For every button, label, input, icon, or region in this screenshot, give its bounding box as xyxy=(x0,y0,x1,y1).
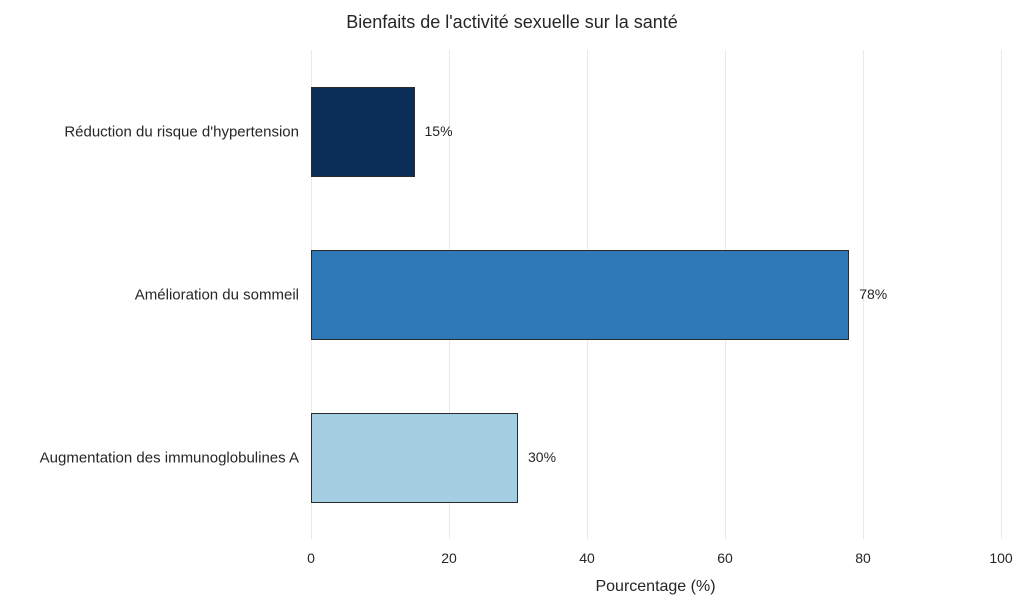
x-tick-label: 100 xyxy=(989,550,1012,566)
x-tick-label: 20 xyxy=(441,550,457,566)
bar-value-label: 30% xyxy=(528,449,556,465)
x-tick-label: 40 xyxy=(579,550,595,566)
x-tick-label: 80 xyxy=(855,550,871,566)
bar xyxy=(311,250,849,340)
bar-value-label: 15% xyxy=(425,123,453,139)
chart-container: Bienfaits de l'activité sexuelle sur la … xyxy=(0,0,1024,599)
plot-area: Pourcentage (%) 02040608010015%Réduction… xyxy=(310,50,1000,540)
bar xyxy=(311,87,415,177)
chart-title: Bienfaits de l'activité sexuelle sur la … xyxy=(0,12,1024,33)
grid-line xyxy=(1001,50,1002,539)
y-tick-label: Réduction du risque d'hypertension xyxy=(64,123,311,140)
bar-value-label: 78% xyxy=(859,286,887,302)
y-tick-label: Amélioration du sommeil xyxy=(135,287,311,304)
bar xyxy=(311,413,518,503)
y-tick-label: Augmentation des immunoglobulines A xyxy=(40,450,311,467)
x-tick-label: 60 xyxy=(717,550,733,566)
x-tick-label: 0 xyxy=(307,550,315,566)
x-axis-label: Pourcentage (%) xyxy=(311,578,1000,596)
